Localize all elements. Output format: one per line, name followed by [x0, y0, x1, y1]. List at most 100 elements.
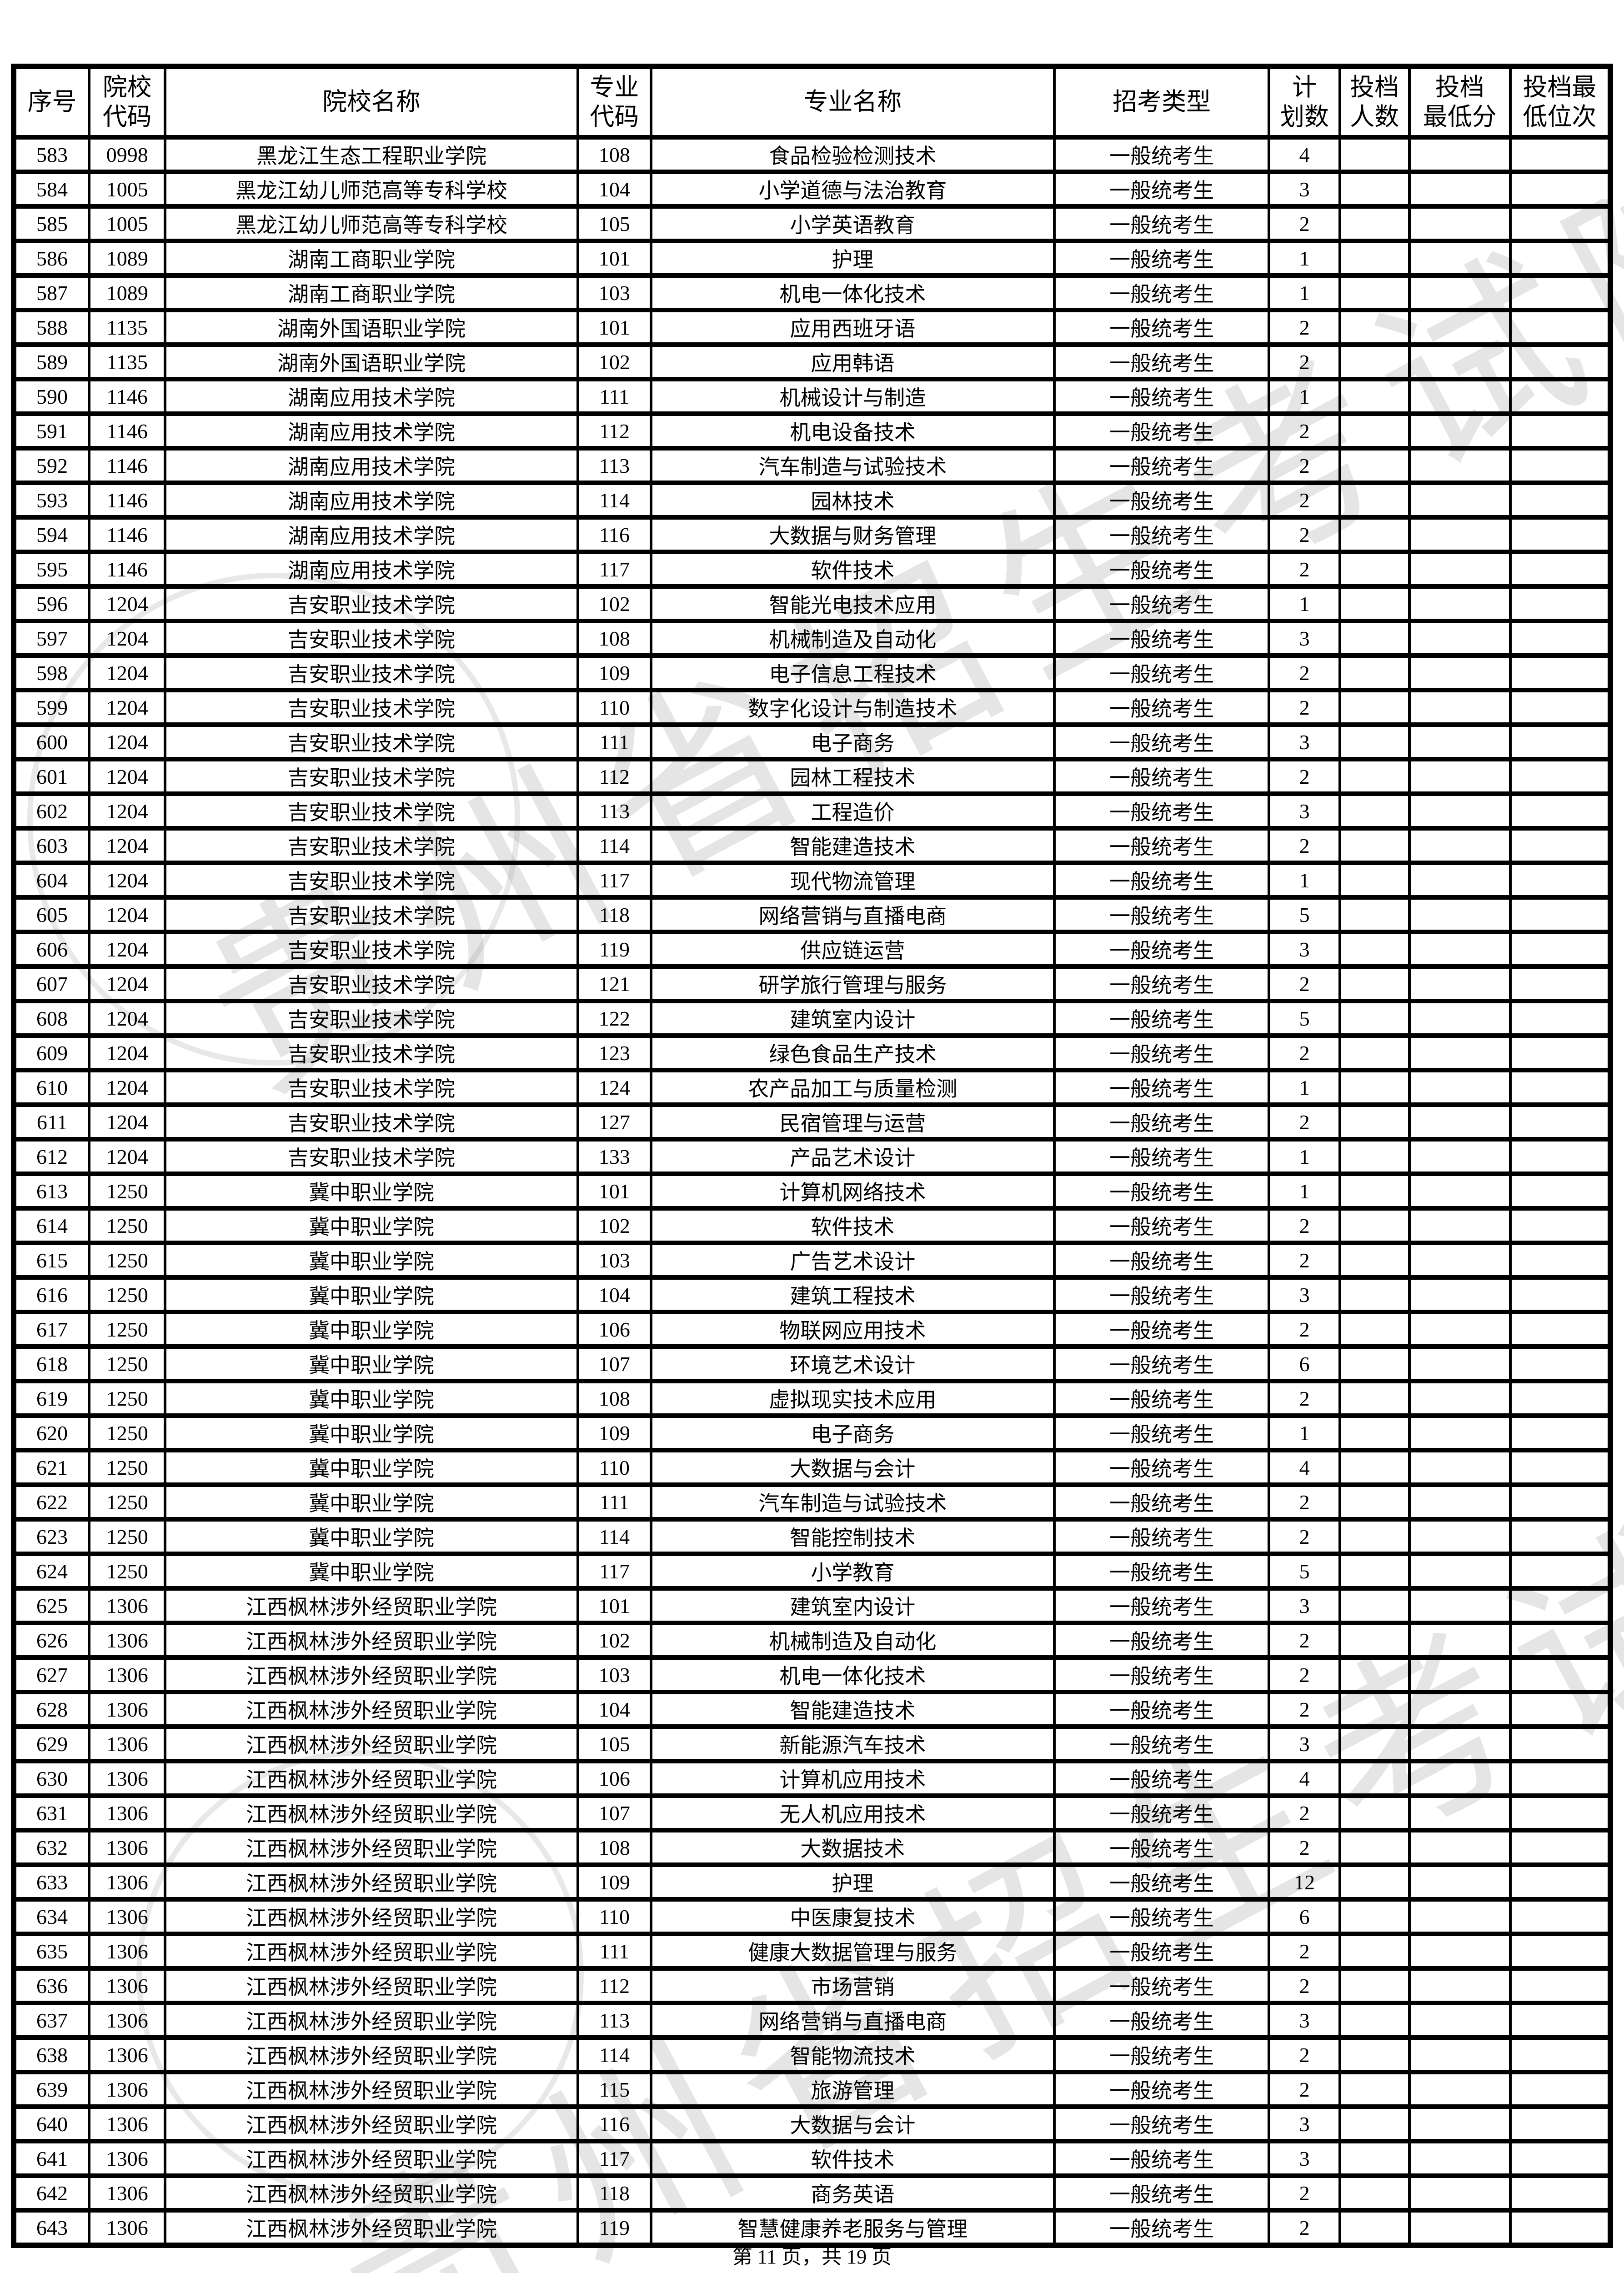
table-row: 594 1146 湖南应用技术学院 116 大数据与财务管理 一般统考生 2 — [12, 515, 1610, 552]
cell-major-code: 123 — [576, 1033, 651, 1070]
cell-college-code: 1306 — [88, 1932, 165, 1968]
cell-min-score — [1408, 1137, 1510, 1174]
cell-min-rank — [1509, 1932, 1610, 1968]
cell-college-name: 湖南应用技术学院 — [164, 446, 578, 483]
cell-min-rank — [1509, 1068, 1610, 1105]
cell-major-code: 102 — [576, 1206, 651, 1243]
cell-seq: 615 — [12, 1241, 90, 1277]
cell-admission-type: 一般统考生 — [1053, 1068, 1269, 1105]
cell-plan-count: 2 — [1268, 2035, 1340, 2072]
cell-plan-count: 2 — [1268, 1621, 1340, 1657]
cell-major-code: 133 — [576, 1137, 651, 1174]
cell-college-name: 湖南应用技术学院 — [164, 550, 578, 586]
cell-seq: 603 — [12, 826, 90, 863]
cell-major-code: 116 — [576, 2104, 651, 2141]
table-row: 596 1204 吉安职业技术学院 102 智能光电技术应用 一般统考生 1 — [12, 584, 1610, 621]
cell-college-name: 冀中职业学院 — [164, 1379, 578, 1416]
cell-min-score — [1408, 1828, 1510, 1865]
cell-min-score — [1408, 204, 1510, 241]
cell-seq: 639 — [12, 2070, 90, 2107]
column-header-major-name: 专业名称 — [649, 64, 1054, 137]
cell-min-rank — [1509, 1172, 1610, 1208]
column-header-plan-count: 计 划数 — [1268, 64, 1340, 137]
cell-seq: 589 — [12, 342, 90, 379]
cell-seq: 628 — [12, 1690, 90, 1727]
cell-plan-count: 2 — [1268, 2208, 1340, 2245]
cell-filed-count — [1338, 1586, 1409, 1623]
cell-filed-count — [1338, 273, 1409, 310]
cell-min-rank — [1509, 826, 1610, 863]
cell-plan-count: 2 — [1268, 204, 1340, 241]
table-row: 614 1250 冀中职业学院 102 软件技术 一般统考生 2 — [12, 1206, 1610, 1243]
table-row: 629 1306 江西枫林涉外经贸职业学院 105 新能源汽车技术 一般统考生 3 — [12, 1724, 1610, 1761]
cell-min-rank — [1509, 239, 1610, 275]
cell-college-name: 湖南应用技术学院 — [164, 515, 578, 552]
table-row: 610 1204 吉安职业技术学院 124 农产品加工与质量检测 一般统考生 1 — [12, 1068, 1610, 1105]
cell-plan-count: 5 — [1268, 895, 1340, 932]
cell-plan-count: 4 — [1268, 1448, 1340, 1485]
column-header-admission-type: 招考类型 — [1053, 64, 1269, 137]
cell-major-name: 建筑室内设计 — [649, 1586, 1054, 1623]
cell-major-name: 商务英语 — [649, 2173, 1054, 2210]
cell-filed-count — [1338, 308, 1409, 345]
cell-college-code: 1204 — [88, 826, 165, 863]
cell-college-name: 吉安职业技术学院 — [164, 757, 578, 794]
cell-plan-count: 2 — [1268, 688, 1340, 725]
cell-plan-count: 1 — [1268, 239, 1340, 275]
cell-plan-count: 12 — [1268, 1862, 1340, 1899]
table-row: 622 1250 冀中职业学院 111 汽车制造与试验技术 一般统考生 2 — [12, 1482, 1610, 1519]
cell-major-code: 122 — [576, 999, 651, 1036]
cell-college-code: 1204 — [88, 1102, 165, 1139]
cell-college-code: 0998 — [88, 135, 165, 172]
cell-plan-count: 2 — [1268, 2070, 1340, 2107]
table-row: 615 1250 冀中职业学院 103 广告艺术设计 一般统考生 2 — [12, 1241, 1610, 1277]
cell-plan-count: 2 — [1268, 826, 1340, 863]
cell-min-score — [1408, 1275, 1510, 1312]
cell-admission-type: 一般统考生 — [1053, 653, 1269, 690]
cell-min-score — [1408, 826, 1510, 863]
cell-min-score — [1408, 342, 1510, 379]
cell-major-code: 102 — [576, 342, 651, 379]
cell-major-name: 网络营销与直播电商 — [649, 895, 1054, 932]
table-row: 619 1250 冀中职业学院 108 虚拟现实技术应用 一般统考生 2 — [12, 1379, 1610, 1416]
cell-admission-type: 一般统考生 — [1053, 999, 1269, 1036]
cell-college-code: 1306 — [88, 1759, 165, 1796]
cell-filed-count — [1338, 411, 1409, 448]
table-row: 585 1005 黑龙江幼儿师范高等专科学校 105 小学英语教育 一般统考生 2 — [12, 204, 1610, 241]
cell-min-score — [1408, 2208, 1510, 2245]
cell-filed-count — [1338, 861, 1409, 897]
cell-major-name: 市场营销 — [649, 1966, 1054, 2003]
cell-min-rank — [1509, 1275, 1610, 1312]
cell-admission-type: 一般统考生 — [1053, 1759, 1269, 1796]
cell-major-name: 智能建造技术 — [649, 826, 1054, 863]
cell-filed-count — [1338, 930, 1409, 966]
cell-seq: 605 — [12, 895, 90, 932]
cell-major-name: 健康大数据管理与服务 — [649, 1932, 1054, 1968]
cell-college-code: 1250 — [88, 1448, 165, 1485]
cell-admission-type: 一般统考生 — [1053, 1275, 1269, 1312]
table-row: 598 1204 吉安职业技术学院 109 电子信息工程技术 一般统考生 2 — [12, 653, 1610, 690]
cell-seq: 588 — [12, 308, 90, 345]
cell-min-score — [1408, 481, 1510, 517]
cell-college-code: 1204 — [88, 861, 165, 897]
cell-college-code: 1005 — [88, 204, 165, 241]
cell-college-code: 1204 — [88, 757, 165, 794]
cell-min-rank — [1509, 1413, 1610, 1450]
cell-college-code: 1204 — [88, 1137, 165, 1174]
cell-min-rank — [1509, 861, 1610, 897]
cell-college-code: 1250 — [88, 1482, 165, 1519]
cell-filed-count — [1338, 619, 1409, 656]
cell-seq: 602 — [12, 791, 90, 828]
cell-plan-count: 2 — [1268, 2173, 1340, 2210]
cell-min-score — [1408, 2173, 1510, 2210]
cell-college-name: 湖南应用技术学院 — [164, 411, 578, 448]
cell-major-code: 103 — [576, 1241, 651, 1277]
cell-college-name: 冀中职业学院 — [164, 1482, 578, 1519]
cell-major-name: 大数据与会计 — [649, 1448, 1054, 1485]
cell-college-code: 1204 — [88, 895, 165, 932]
cell-major-code: 101 — [576, 1586, 651, 1623]
cell-college-code: 1306 — [88, 1621, 165, 1657]
cell-plan-count: 2 — [1268, 1102, 1340, 1139]
cell-college-code: 1204 — [88, 653, 165, 690]
cell-college-code: 1204 — [88, 1033, 165, 1070]
